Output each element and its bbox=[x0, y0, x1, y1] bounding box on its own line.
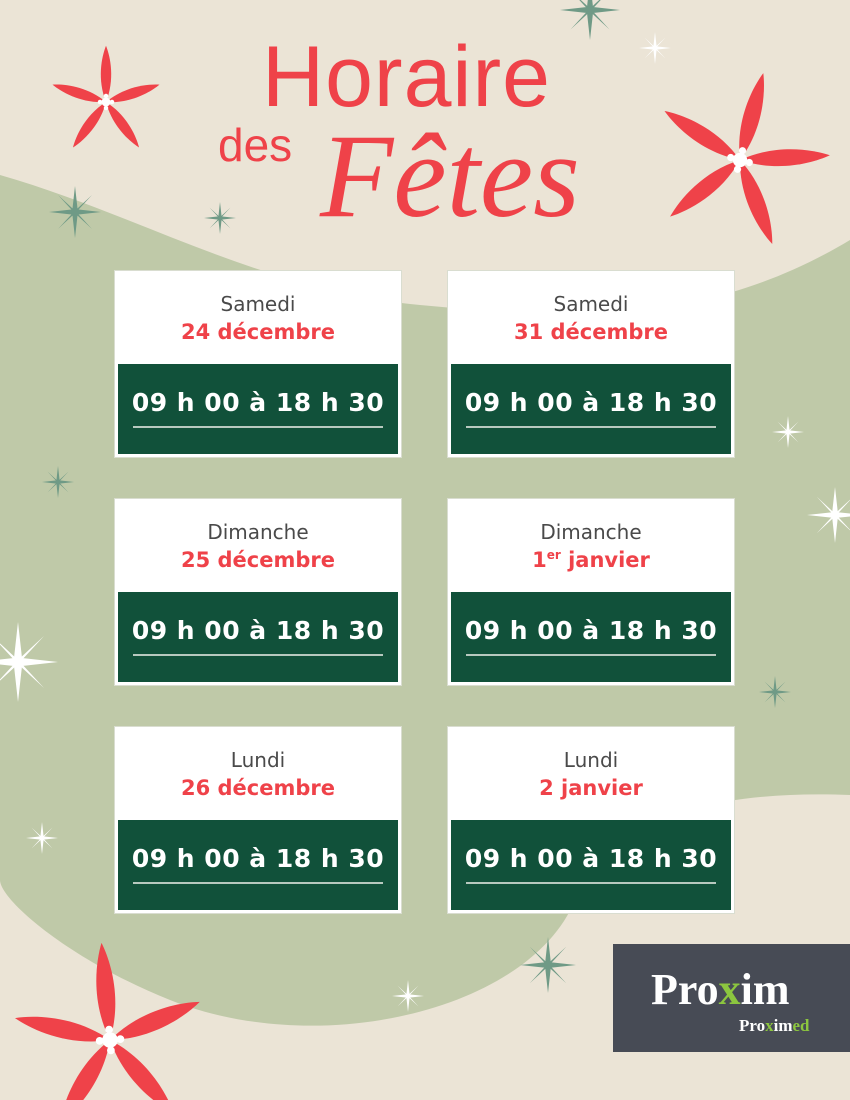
title-fetes: Fêtes bbox=[320, 109, 580, 242]
date-label: 26 décembre bbox=[180, 776, 335, 800]
schedule-card: Lundi 2 janvier 09 h 00 à 18 h 30 bbox=[448, 727, 734, 913]
schedule-card: Lundi 26 décembre 09 h 00 à 18 h 30 bbox=[115, 727, 401, 913]
title-horaire: Horaire bbox=[262, 29, 551, 125]
divider bbox=[133, 882, 383, 884]
hours-box: 09 h 00 à 18 h 30 bbox=[118, 364, 398, 454]
hours-box: 09 h 00 à 18 h 30 bbox=[451, 592, 731, 682]
hours-box: 09 h 00 à 18 h 30 bbox=[118, 820, 398, 910]
divider bbox=[133, 654, 383, 656]
hours-text: 09 h 00 à 18 h 30 bbox=[464, 844, 718, 873]
day-label: Samedi bbox=[553, 292, 629, 316]
schedule-card: Dimanche 25 décembre 09 h 00 à 18 h 30 bbox=[115, 499, 401, 685]
date-label: 2 janvier bbox=[539, 776, 643, 800]
hours-text: 09 h 00 à 18 h 30 bbox=[131, 616, 385, 645]
hours-box: 09 h 00 à 18 h 30 bbox=[451, 820, 731, 910]
date-ordinal: er bbox=[546, 548, 561, 562]
date-month: janvier bbox=[560, 548, 650, 572]
date-number: 1 bbox=[532, 548, 547, 572]
logo-proxim: Proxim bbox=[651, 965, 790, 1014]
divider bbox=[466, 654, 716, 656]
day-label: Lundi bbox=[563, 748, 619, 772]
day-label: Dimanche bbox=[540, 520, 642, 544]
date-label: 24 décembre bbox=[180, 320, 335, 344]
page-title: Horaire des Fêtes bbox=[0, 0, 850, 260]
divider bbox=[466, 882, 716, 884]
schedule-card: Dimanche 1er janvier 09 h 00 à 18 h 30 bbox=[448, 499, 734, 685]
day-label: Dimanche bbox=[207, 520, 309, 544]
hours-text: 09 h 00 à 18 h 30 bbox=[131, 388, 385, 417]
title-des: des bbox=[218, 119, 293, 171]
proxim-logo: Proxim Proximed bbox=[613, 944, 850, 1052]
hours-text: 09 h 00 à 18 h 30 bbox=[464, 616, 718, 645]
schedule-card: Samedi 31 décembre 09 h 00 à 18 h 30 bbox=[448, 271, 734, 457]
divider bbox=[133, 426, 383, 428]
divider bbox=[466, 426, 716, 428]
logo-proximed: Proximed bbox=[739, 1016, 810, 1035]
day-label: Lundi bbox=[230, 748, 286, 772]
day-label: Samedi bbox=[220, 292, 296, 316]
hours-box: 09 h 00 à 18 h 30 bbox=[451, 364, 731, 454]
date-label: 25 décembre bbox=[180, 548, 335, 572]
date-label: 1er janvier bbox=[451, 548, 731, 572]
hours-text: 09 h 00 à 18 h 30 bbox=[131, 844, 385, 873]
hours-box: 09 h 00 à 18 h 30 bbox=[118, 592, 398, 682]
schedule-card: Samedi 24 décembre 09 h 00 à 18 h 30 bbox=[115, 271, 401, 457]
date-label: 31 décembre bbox=[513, 320, 668, 344]
hours-text: 09 h 00 à 18 h 30 bbox=[464, 388, 718, 417]
